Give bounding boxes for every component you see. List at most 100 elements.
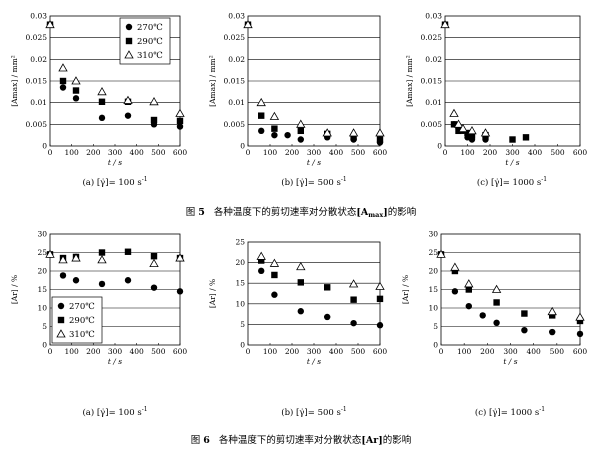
data-point-triangle bbox=[375, 281, 385, 290]
legend-marker-triangle bbox=[56, 329, 66, 338]
data-point-square bbox=[509, 136, 516, 143]
figure-5-bracket-open: [ bbox=[356, 207, 361, 218]
figure-6-bracket-close: ] bbox=[378, 435, 383, 446]
x-tick-label: 200 bbox=[86, 148, 101, 157]
data-point-circle bbox=[59, 84, 67, 91]
figure-5-suffix: 的影响 bbox=[388, 206, 417, 218]
figure-6-bracket-open: [ bbox=[361, 435, 366, 446]
data-point-square bbox=[576, 317, 584, 325]
caption-text: (b) [γ̇]= 500 s bbox=[281, 407, 341, 418]
data-point-circle bbox=[576, 330, 584, 338]
data-point-square bbox=[98, 98, 106, 105]
data-point-square bbox=[549, 312, 556, 319]
x-axis-label: t / s bbox=[108, 357, 122, 366]
y-tick-label: 15 bbox=[428, 285, 438, 294]
data-point-square bbox=[468, 131, 476, 139]
data-point-square bbox=[258, 257, 265, 264]
data-point-square bbox=[258, 112, 265, 119]
data-point-square bbox=[271, 271, 278, 279]
x-axis-label: t / s bbox=[505, 158, 519, 167]
x-tick-label: 400 bbox=[528, 148, 543, 157]
x-tick-label: 100 bbox=[457, 347, 472, 356]
y-tick-label: 0 bbox=[240, 142, 245, 151]
data-point-triangle bbox=[243, 19, 253, 29]
data-point-square bbox=[271, 125, 278, 132]
y-axis-label: [Ar] / % bbox=[401, 275, 410, 304]
figure-5-var: A bbox=[360, 207, 369, 218]
caption-exponent: -1 bbox=[541, 176, 547, 183]
y-tick-label: 0.02 bbox=[425, 55, 442, 64]
legend: 270℃ 290℃ 310℃ bbox=[119, 17, 171, 65]
data-point-triangle bbox=[436, 249, 446, 258]
data-point-circle bbox=[465, 302, 472, 310]
data-point-triangle bbox=[449, 108, 459, 117]
caption-text: (a) [γ̇]= 100 s bbox=[82, 177, 141, 188]
x-tick-label: 600 bbox=[373, 148, 388, 157]
caption-text: (b) [γ̇]= 500 s bbox=[281, 177, 341, 188]
y-axis-label: [Ar] / % bbox=[10, 275, 19, 304]
y-tick-label: 0.01 bbox=[30, 98, 47, 107]
data-point-square bbox=[150, 116, 158, 124]
plot-frame bbox=[247, 241, 381, 346]
y-tick-label: 10 bbox=[235, 299, 245, 308]
data-point-triangle bbox=[256, 97, 266, 107]
x-tick-label: 500 bbox=[550, 148, 565, 157]
y-tick-label: 20 bbox=[428, 267, 438, 276]
series-circle bbox=[244, 21, 384, 146]
legend-label: 290℃ bbox=[69, 316, 95, 326]
x-tick-label: 300 bbox=[503, 347, 518, 356]
x-axis-label: t / s bbox=[307, 158, 321, 167]
data-point-square bbox=[72, 87, 80, 94]
y-tick-label: 20 bbox=[37, 267, 47, 276]
data-point-triangle bbox=[440, 19, 450, 29]
data-point-triangle bbox=[322, 128, 332, 137]
data-point-square bbox=[521, 310, 528, 317]
caption-text: (a) [γ̇]= 100 s bbox=[82, 407, 141, 418]
data-point-circle bbox=[124, 277, 132, 284]
y-tick-label: 0.025 bbox=[224, 33, 246, 42]
figure-5-number: 5 bbox=[198, 207, 205, 218]
panel-caption: (b) [γ̇]= 500 s-1 bbox=[281, 176, 346, 188]
x-tick-label: 100 bbox=[263, 148, 278, 157]
series-circle bbox=[258, 267, 384, 329]
series-triangle bbox=[440, 19, 491, 137]
data-point-triangle bbox=[149, 96, 159, 106]
data-point-circle bbox=[297, 136, 304, 143]
x-tick-label: 300 bbox=[307, 148, 322, 157]
caption-exponent: -1 bbox=[142, 406, 148, 413]
x-tick-label: 200 bbox=[285, 347, 300, 356]
data-point-circle bbox=[98, 280, 106, 288]
legend-label: 310℃ bbox=[137, 51, 163, 61]
x-tick-label: 300 bbox=[307, 347, 322, 356]
legend-marker-square bbox=[57, 316, 65, 324]
x-tick-label: 0 bbox=[48, 347, 53, 356]
y-tick-label: 0.03 bbox=[425, 12, 442, 21]
x-tick-label: 400 bbox=[130, 148, 145, 157]
x-tick-label: 500 bbox=[351, 148, 366, 157]
data-point-triangle bbox=[467, 126, 477, 135]
data-point-square bbox=[124, 248, 132, 255]
data-point-square bbox=[297, 127, 304, 135]
panel-caption: (a) [γ̇]= 100 s-1 bbox=[82, 406, 147, 418]
figure-5-text: 各种温度下的剪切速率对分散状态 bbox=[214, 206, 357, 218]
caption-text: (c) [γ̇]= 1000 s bbox=[477, 177, 541, 188]
x-tick-label: 600 bbox=[373, 347, 388, 356]
x-tick-label: 500 bbox=[151, 148, 166, 157]
x-tick-label: 500 bbox=[550, 347, 565, 356]
series-square bbox=[437, 251, 584, 325]
x-tick-label: 500 bbox=[151, 347, 166, 356]
data-point-triangle bbox=[58, 255, 68, 264]
y-tick-label: 0.005 bbox=[26, 120, 48, 129]
x-axis-label: t / s bbox=[307, 357, 321, 366]
figure-6-text: 各种温度下的剪切速率对分散状态 bbox=[219, 434, 362, 446]
data-point-triangle bbox=[458, 123, 468, 133]
y-tick-label: 0.01 bbox=[425, 98, 442, 107]
panel-caption: (c) [γ̇]= 1000 s-1 bbox=[475, 406, 545, 418]
data-point-triangle bbox=[269, 111, 280, 120]
data-point-circle bbox=[297, 308, 304, 315]
x-axis-label: t / s bbox=[108, 158, 122, 167]
data-point-circle bbox=[350, 319, 357, 327]
data-point-square bbox=[324, 284, 331, 291]
x-tick-label: 300 bbox=[108, 148, 123, 157]
